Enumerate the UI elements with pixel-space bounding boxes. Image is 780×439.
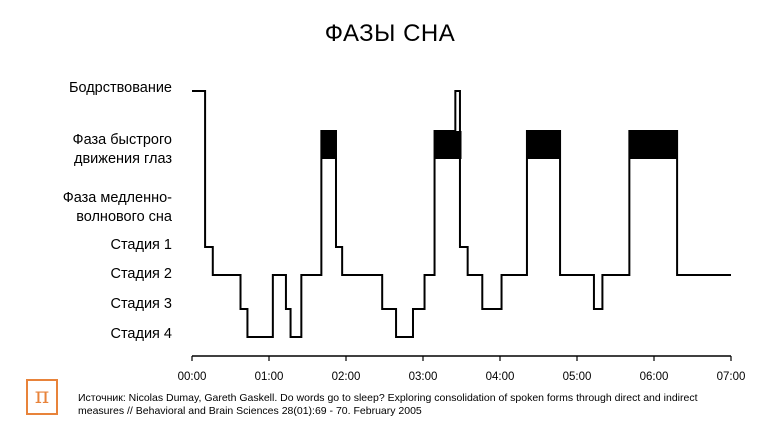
y-label-rem: Фаза быстрого движения глаз	[73, 131, 172, 169]
x-tick-label: 07:00	[717, 371, 746, 383]
y-label-s4: Стадия 4	[110, 325, 172, 344]
x-tick-label: 01:00	[255, 371, 284, 383]
y-label-wake: Бодрствование	[69, 79, 172, 98]
y-label-s2: Стадия 2	[110, 265, 172, 284]
source-citation: Источник: Nicolas Dumay, Gareth Gaskell.…	[78, 392, 698, 417]
rem-block	[629, 131, 678, 159]
chart-title: ФАЗЫ СНА	[324, 20, 456, 47]
rem-block	[526, 131, 561, 159]
y-label-line: Стадия 1	[110, 236, 172, 253]
y-label-sws: Фаза медленно-волнового сна	[63, 189, 172, 227]
y-label-line: Стадия 2	[110, 265, 172, 282]
x-tick-label: 02:00	[332, 371, 361, 383]
y-label-line: Стадия 4	[110, 325, 172, 342]
y-label-line: Бодрствование	[68, 79, 172, 96]
y-label-line: волнового сна	[76, 209, 172, 225]
y-label-s3: Стадия 3	[110, 295, 172, 314]
x-tick-label: 05:00	[563, 371, 592, 383]
x-tick-label: 00:00	[178, 371, 207, 383]
y-label-line: Стадия 3	[110, 295, 172, 312]
rem-block	[434, 131, 462, 159]
x-tick-label: 06:00	[640, 371, 669, 383]
y-label-line: движения глаз	[74, 151, 172, 167]
rem-block	[321, 131, 336, 159]
y-label-s1: Стадия 1	[110, 236, 172, 255]
logo: π	[26, 379, 58, 415]
y-label-line: Фаза быстрого	[72, 132, 172, 148]
x-tick-label: 03:00	[409, 371, 438, 383]
x-tick-label: 04:00	[486, 371, 515, 383]
hypnogram-line	[192, 90, 731, 338]
logo-pi-icon: π	[34, 384, 50, 409]
y-label-line: Фаза медленно-	[62, 190, 172, 206]
